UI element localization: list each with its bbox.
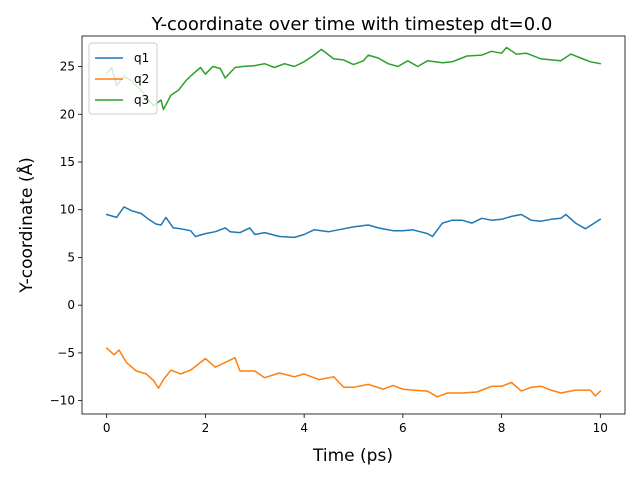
x-tick-label: 2 [202, 421, 210, 435]
series-line-q3 [105, 46, 602, 111]
x-axis-title: Time (ps) [312, 446, 393, 466]
y-tick-label: −5 [57, 346, 75, 360]
y-tick-label: −10 [50, 394, 75, 408]
plot-area [81, 35, 626, 415]
legend-label-q1: q1 [134, 51, 149, 65]
y-tick-label: 5 [67, 250, 75, 264]
x-tick-label: 6 [399, 421, 407, 435]
x-axis: 0 2 4 6 8 10 [103, 414, 608, 435]
series-line-q2 [105, 347, 602, 398]
series-layer [105, 46, 602, 398]
legend: q1 q2 q3 [88, 42, 158, 115]
y-axis: −10 −5 0 5 10 15 20 25 [50, 60, 82, 408]
y-tick-label: 0 [67, 298, 75, 312]
plot-frame [81, 35, 626, 415]
y-axis-title: Y-coordinate (Å) [15, 157, 37, 293]
y-tick-label: 15 [60, 155, 75, 169]
chart-title: Y-coordinate over time with timestep dt=… [151, 14, 553, 35]
plot-background [82, 36, 625, 414]
y-tick-label: 25 [60, 60, 75, 74]
legend-label-q3: q3 [134, 93, 149, 107]
x-tick-label: 10 [593, 421, 608, 435]
y-tick-label: 20 [60, 107, 75, 121]
series-line-q1 [105, 206, 602, 239]
legend-items: q1 q2 q3 [95, 51, 149, 107]
x-tick-label: 0 [103, 421, 111, 435]
y-tick-label: 10 [60, 203, 75, 217]
x-tick-label: 4 [300, 421, 308, 435]
legend-label-q2: q2 [134, 72, 149, 86]
x-tick-label: 8 [498, 421, 506, 435]
